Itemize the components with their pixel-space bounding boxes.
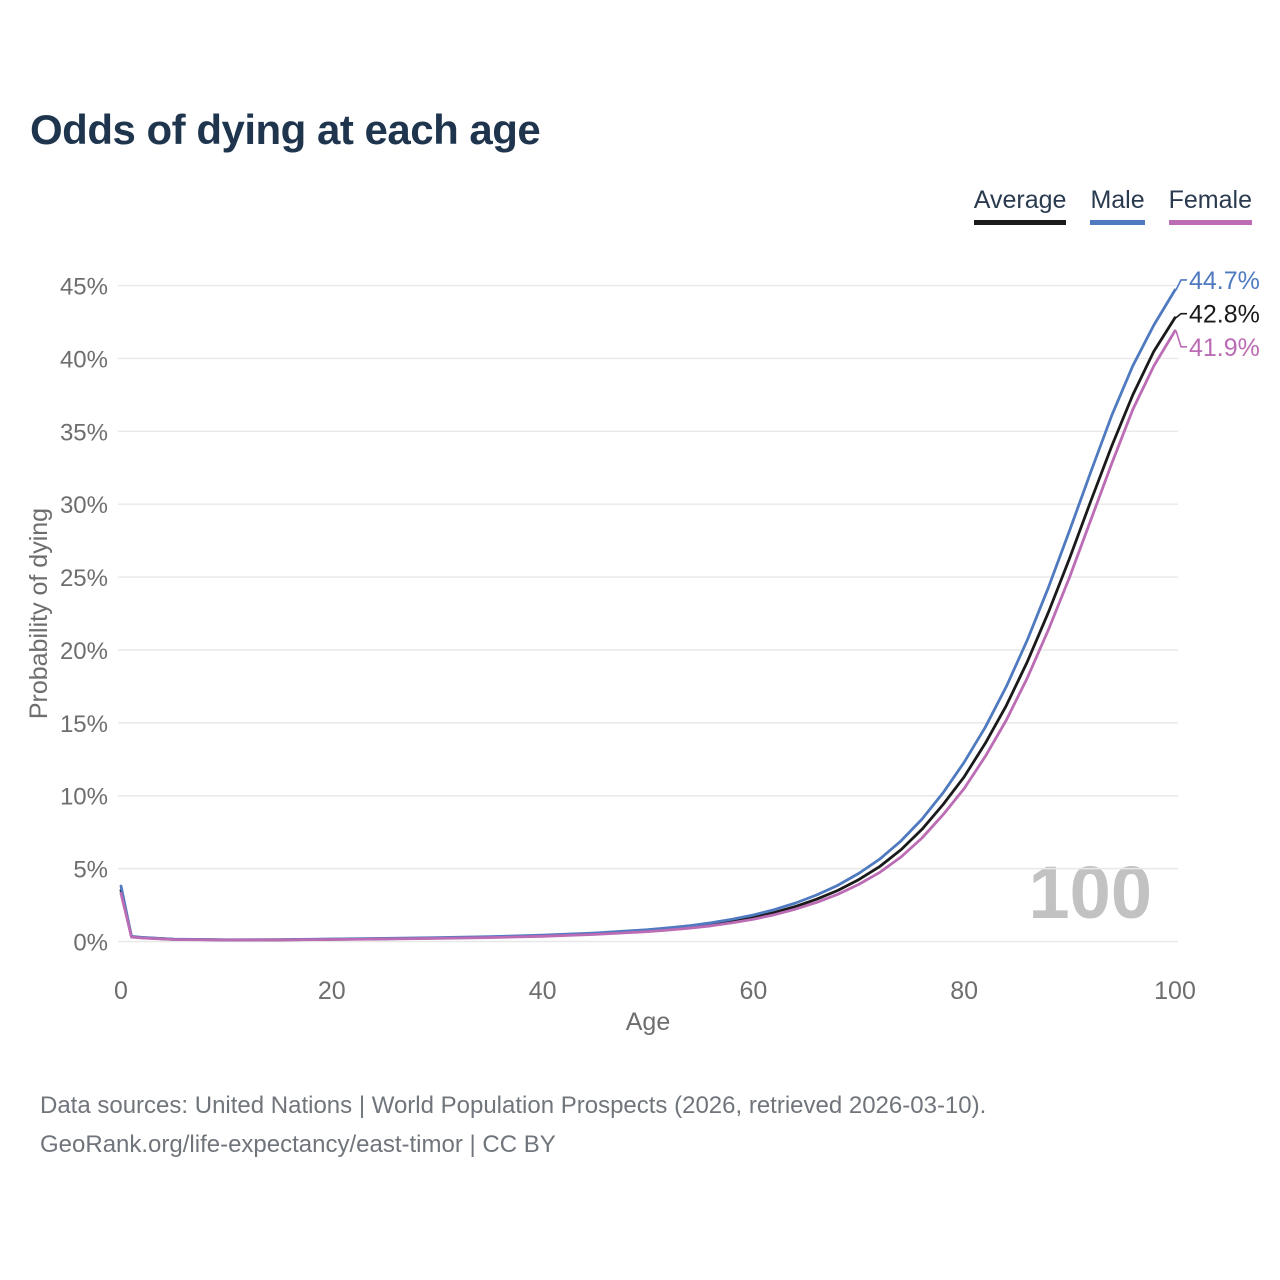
source-note: Data sources: United Nations | World Pop… [40, 1086, 986, 1164]
chart-title: Odds of dying at each age [30, 106, 541, 153]
y-tick-label: 5% [73, 857, 108, 884]
y-axis-title: Probability of dying [25, 508, 53, 719]
y-tick-label: 40% [60, 346, 108, 373]
legend: Average Male Female [973, 186, 1252, 225]
y-tick-label: 15% [60, 711, 108, 738]
y-tick-label: 10% [60, 784, 108, 811]
end-label-male: 44.7% [1189, 267, 1260, 295]
end-label-connector [1175, 330, 1187, 348]
end-label-average: 42.8% [1189, 301, 1260, 329]
end-label-connector [1175, 312, 1187, 319]
legend-item-label: Average [973, 186, 1067, 214]
y-tick-label: 35% [60, 419, 108, 446]
x-tick-label: 100 [1154, 977, 1196, 1005]
x-tick-label: 60 [739, 977, 767, 1005]
x-tick-label: 0 [114, 977, 128, 1005]
legend-item-label: Male [1090, 186, 1145, 214]
legend-item-female[interactable]: Female [1168, 186, 1252, 225]
series-line-female [119, 329, 1177, 942]
x-tick-label: 40 [529, 977, 557, 1005]
series-line-male [119, 288, 1177, 942]
source-line-2: GeoRank.org/life-expectancy/east-timor |… [40, 1131, 556, 1158]
x-axis-title: Age [626, 1008, 670, 1036]
y-tick-label: 0% [73, 930, 108, 957]
y-tick-label: 25% [60, 565, 108, 592]
legend-item-label: Female [1168, 186, 1252, 214]
y-tick-label: 45% [60, 274, 108, 301]
source-line-1: Data sources: United Nations | World Pop… [40, 1092, 987, 1119]
chart-svg: 0% 5% 10% 15% 20% 25% 30% 35% 40% 45% 0 20 40 60 80 100… [25, 267, 1260, 1036]
y-tick-label: 30% [60, 492, 108, 519]
y-tick-label: 20% [60, 638, 108, 665]
series-line-average [119, 316, 1177, 942]
legend-item-average[interactable]: Average [973, 186, 1067, 225]
age-watermark: 100 [1028, 851, 1152, 934]
x-tick-label: 20 [318, 977, 346, 1005]
x-tick-label: 80 [950, 977, 978, 1005]
end-label-connector [1175, 279, 1187, 291]
legend-item-male[interactable]: Male [1090, 186, 1145, 225]
end-label-female: 41.9% [1189, 334, 1260, 362]
